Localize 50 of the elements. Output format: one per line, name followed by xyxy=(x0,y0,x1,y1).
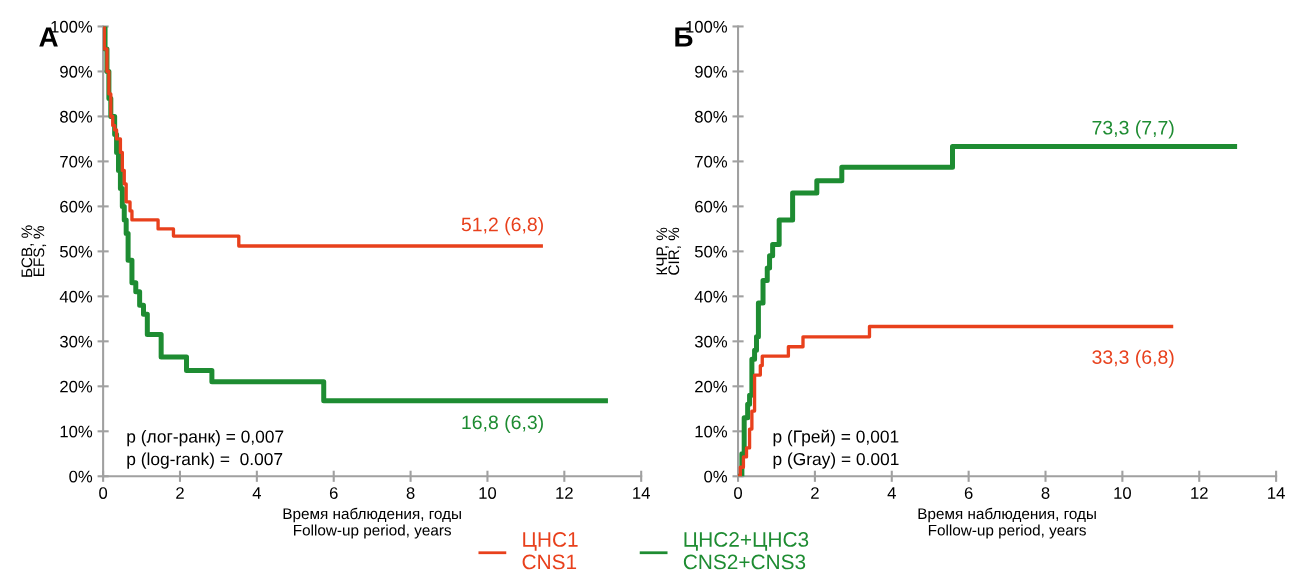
y-tick-label: 80% xyxy=(694,110,728,123)
x-tick-label: 6 xyxy=(329,487,338,499)
y-tick-label: 70% xyxy=(695,155,728,168)
annotation: 51,2 (6,8) xyxy=(461,217,543,236)
y-tick-label: 90% xyxy=(695,65,728,78)
y-tick-label: 60% xyxy=(695,200,728,213)
x-tick-label: 2 xyxy=(811,487,819,499)
x-tick-label: 12 xyxy=(556,487,573,499)
annotation: p (Грей) = 0,001 xyxy=(773,429,899,447)
x-tick-label: 14 xyxy=(1268,487,1285,499)
annotation: p (лог-ранк) = 0,007 xyxy=(127,429,284,447)
x-tick-label: 4 xyxy=(252,487,261,499)
x-tick-label: 12 xyxy=(1191,487,1208,499)
y-axis-title: КЧР, % CIR, % xyxy=(656,227,682,275)
y-tick-label: 80% xyxy=(60,110,93,123)
x-tick-label: 4 xyxy=(887,487,896,499)
y-tick-label: 20% xyxy=(60,380,93,393)
x-tick-label: 14 xyxy=(633,487,650,499)
x-tick-label: 2 xyxy=(176,487,184,499)
y-tick-label: 10% xyxy=(60,425,93,438)
annotation: 73,3 (7,7) xyxy=(1092,120,1174,139)
y-tick-label: 20% xyxy=(695,380,728,393)
x-tick-label: 0 xyxy=(99,487,108,499)
x-axis-title: Время наблюдения, годы Follow-up period, years xyxy=(283,507,461,539)
y-tick-label: 0% xyxy=(704,470,728,483)
annotation: 33,3 (6,8) xyxy=(1092,349,1174,368)
y-tick-label: 40% xyxy=(694,290,728,303)
y-tick-label: 30% xyxy=(59,335,93,348)
y-tick-label: 40% xyxy=(59,290,93,303)
x-tick-label: 8 xyxy=(406,487,415,499)
y-tick-label: 30% xyxy=(694,335,728,348)
y-tick-label: 70% xyxy=(60,155,93,168)
legend-label: ЦНС2+ЦНС3 CNS2+CNS3 xyxy=(683,532,809,570)
x-tick-label: 6 xyxy=(964,487,973,499)
y-axis-title: БСВ, % EFS, % xyxy=(21,225,47,277)
y-tick-label: 90% xyxy=(60,65,93,78)
annotation: p (log-rank) = 0.007 xyxy=(127,452,283,469)
x-tick-label: 0 xyxy=(734,487,743,499)
y-tick-label: 0% xyxy=(69,470,93,483)
x-tick-label: 10 xyxy=(479,487,497,499)
y-tick-label: 60% xyxy=(60,200,93,213)
y-tick-label: 10% xyxy=(695,425,728,438)
x-tick-label: 8 xyxy=(1041,487,1050,499)
y-tick-label: 50% xyxy=(694,245,728,258)
annotation: 16,8 (6,3) xyxy=(462,414,543,434)
annotation: p (Gray) = 0.001 xyxy=(773,452,899,469)
y-tick-label: 50% xyxy=(60,245,93,258)
x-axis-title: Время наблюдения, годы Follow-up period, years xyxy=(918,507,1096,539)
x-tick-label: 10 xyxy=(1114,487,1131,499)
legend-label: ЦНС1 CNS1 xyxy=(522,532,578,570)
